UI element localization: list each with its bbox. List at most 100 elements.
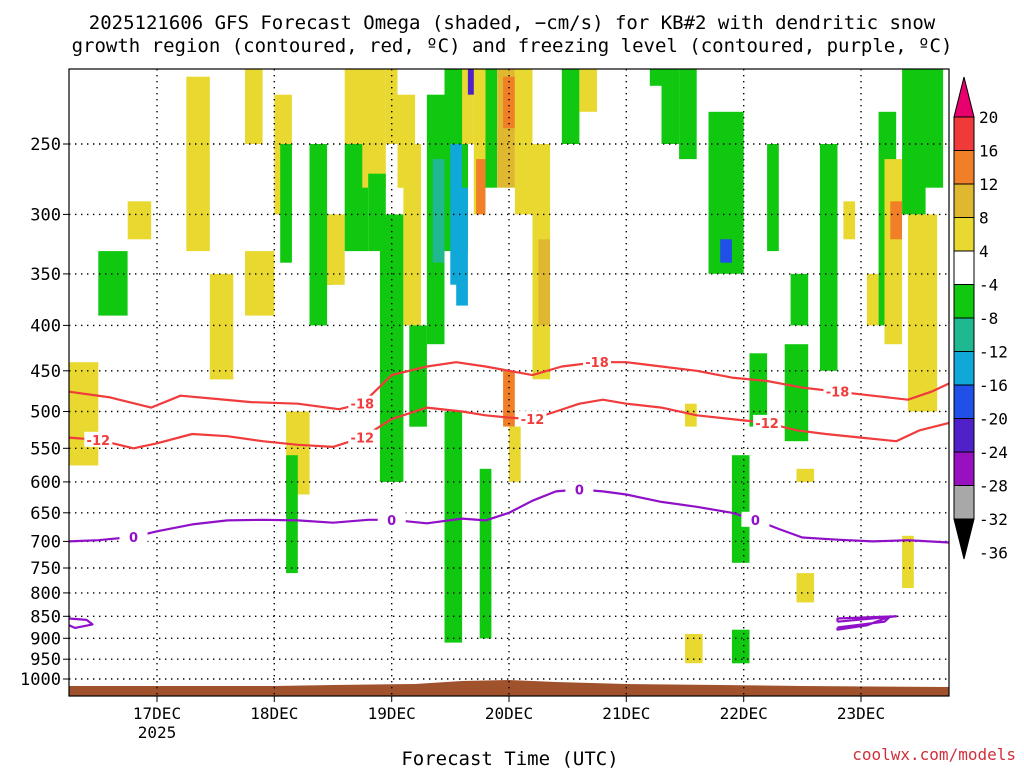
colorbar-label-16: 16	[979, 142, 998, 161]
colorbar-label-20: 20	[979, 108, 998, 127]
contour-minus18-label-1: -18	[585, 356, 609, 371]
x-year-label: 2025	[138, 723, 177, 742]
omega-cell-21	[403, 144, 421, 326]
omega-cell-13	[327, 214, 345, 285]
omega-cell-1	[98, 251, 128, 316]
contour-freezing-isolated-0	[68, 617, 94, 629]
omega-cell-66	[907, 214, 938, 412]
contour-minus12-label-1: -12	[351, 432, 375, 447]
omega-cell-42	[561, 69, 580, 144]
omega-cell-41	[538, 239, 550, 326]
contour-minus12-label-0: -12	[87, 434, 111, 449]
y-tick-label-350: 350	[30, 265, 61, 285]
omega-cell-63	[884, 159, 903, 345]
y-tick-label-300: 300	[30, 205, 61, 225]
omega-cell-37	[509, 426, 521, 482]
omega-cell-35	[503, 76, 515, 129]
omega-cell-57	[796, 573, 815, 603]
contour-freezing-level-label-bg-2	[565, 481, 594, 497]
colorbar-segment-9	[953, 384, 975, 419]
colorbar-segment-5	[953, 250, 975, 285]
x-tick-label-22DEC: 22DEC	[720, 704, 768, 723]
colorbar-label--24: -24	[979, 443, 1008, 462]
y-tick-label-700: 700	[30, 532, 61, 552]
y-tick-label-500: 500	[30, 403, 61, 423]
omega-cell-49	[720, 239, 732, 263]
omega-cell-18	[379, 214, 404, 482]
chart-title-line2: growth region (contoured, red, ºC) and f…	[72, 35, 953, 57]
colorbar-label--4: -4	[979, 276, 998, 295]
contour-lines: -18 -18 -18 -12 -12 -12 -12 0 0 0 0	[68, 354, 950, 631]
y-tick-label-650: 650	[30, 504, 61, 524]
omega-cell-52	[685, 634, 703, 664]
contour-minus12-label-bg-1	[348, 429, 377, 445]
omega-cell-43	[579, 69, 597, 112]
colorbar-label--32: -32	[979, 510, 1008, 529]
y-tick-label-450: 450	[30, 362, 61, 382]
contour-minus12-label-bg-3	[753, 414, 782, 430]
x-tick-label-21DEC: 21DEC	[602, 704, 650, 723]
chart-title-line1: 2025121606 GFS Forecast Omega (shaded, −…	[89, 12, 936, 34]
colorbar-segment-3	[953, 183, 975, 218]
y-tick-label-850: 850	[30, 607, 61, 627]
omega-cell-36	[503, 370, 515, 427]
colorbar-segment-1	[953, 116, 975, 151]
y-tick-label-250: 250	[30, 135, 61, 155]
omega-cell-39	[514, 69, 533, 215]
contour-freezing-isolated-1	[836, 615, 892, 631]
omega-cell-8	[280, 144, 292, 263]
y-tick-label-400: 400	[30, 316, 61, 336]
omega-cell-58	[796, 468, 815, 482]
plot-area: -18 -18 -18 -12 -12 -12 -12 0 0 0 0	[68, 68, 950, 697]
x-tick-label-19DEC: 19DEC	[368, 704, 416, 723]
x-tick-label-18DEC: 18DEC	[250, 704, 298, 723]
omega-cell-45	[661, 69, 680, 144]
omega-cell-51	[731, 629, 750, 664]
omega-cell-59	[819, 144, 838, 371]
omega-cell-65	[902, 69, 926, 215]
colorbar-label--20: -20	[979, 410, 1008, 429]
omega-cell-33	[485, 69, 498, 188]
y-axis-ticks: 2503003504004505005506006507007508008509…	[20, 135, 69, 690]
contour-minus18-label-bg-1	[583, 354, 611, 370]
contour-minus12-label-2: -12	[521, 413, 545, 428]
colorbar: 20 16 12 8 4 -4 -8 -12 -16 -20 -24 -28 -32 -36	[953, 76, 1008, 563]
colorbar-label-8: 8	[979, 209, 989, 228]
omega-cell-47	[685, 403, 697, 427]
y-tick-label-900: 900	[30, 629, 61, 649]
colorbar-label--8: -8	[979, 309, 998, 328]
omega-cell-19	[385, 69, 398, 144]
y-tick-label-750: 750	[30, 559, 61, 579]
contour-freezing-level-label-bg-1	[377, 511, 406, 527]
contour-minus18-label-0: -18	[351, 398, 375, 413]
omega-cell-32	[476, 159, 486, 215]
omega-cell-24	[432, 159, 445, 263]
colorbar-label-4: 4	[979, 242, 989, 261]
contour-minus12-label-bg-2	[518, 411, 547, 427]
contour-freezing-level	[68, 488, 950, 544]
omega-cell-5	[245, 69, 263, 144]
colorbar-label--36: -36	[979, 544, 1008, 563]
omega-cell-3	[186, 76, 210, 252]
contour-freezing-isolated-2	[836, 615, 898, 623]
x-tick-label-20DEC: 20DEC	[485, 704, 533, 723]
contour-freezing-level-label-2: 0	[575, 484, 584, 499]
y-tick-label-550: 550	[30, 439, 61, 459]
omega-cell-60	[843, 201, 856, 240]
colorbar-segment-6	[953, 284, 975, 319]
colorbar-segment-10	[953, 418, 975, 453]
colorbar-segment-4	[953, 217, 975, 252]
colorbar-segment-2	[953, 150, 975, 185]
colorbar-label--28: -28	[979, 477, 1008, 496]
omega-cell-53	[749, 353, 768, 427]
contour-freezing-level-label-bg-0	[119, 528, 148, 544]
credit-label: coolwx.com/models	[852, 745, 1016, 764]
contour-minus18-label-2: -18	[826, 386, 850, 401]
x-axis-ticks: 17DEC 18DEC 19DEC 20DEC 21DEC 22DEC 23DEC	[133, 696, 885, 723]
omega-cell-16	[362, 69, 386, 188]
x-tick-label-23DEC: 23DEC	[837, 704, 885, 723]
omega-cell-2	[127, 201, 152, 240]
colorbar-label--16: -16	[979, 376, 1008, 395]
omega-cell-0	[69, 362, 99, 466]
